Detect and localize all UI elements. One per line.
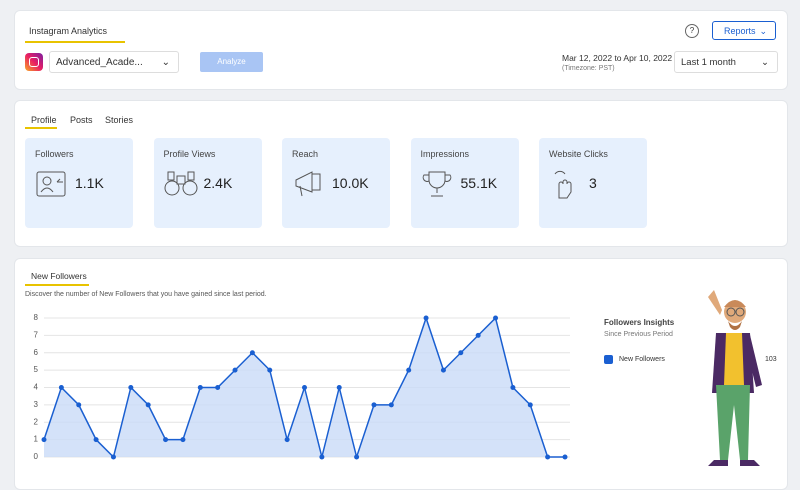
insights-subtitle: Since Previous Period — [604, 331, 673, 338]
data-point — [354, 454, 360, 460]
data-point — [423, 315, 429, 321]
metric-value: 2.4K — [203, 175, 233, 191]
metric-label: Reach — [292, 149, 319, 159]
reports-button[interactable]: Reports ⌄ — [712, 21, 776, 40]
y-tick-label: 2 — [34, 417, 39, 426]
data-point — [128, 385, 134, 390]
metric-value: 1.1K — [75, 175, 104, 191]
metric-value: 55.1K — [460, 175, 498, 191]
data-point — [110, 454, 116, 460]
character-illustration — [708, 290, 762, 466]
data-point — [180, 437, 186, 443]
data-point — [58, 385, 64, 390]
data-point — [284, 437, 290, 443]
metric-card: Followers 1.1K — [25, 138, 133, 228]
y-tick-label: 3 — [34, 400, 39, 409]
data-point — [267, 367, 273, 373]
chevron: ⌄ — [761, 57, 769, 68]
title-underline — [25, 41, 125, 43]
data-point — [336, 385, 342, 390]
help-button[interactable]: ? — [685, 24, 699, 38]
data-point — [371, 402, 377, 408]
tab-underline — [25, 127, 57, 129]
data-point — [232, 367, 238, 373]
metric-icon — [554, 170, 572, 199]
data-point — [41, 437, 47, 443]
data-point — [440, 367, 446, 373]
header-card: Instagram Analytics ? Reports ⌄ Advanced_… — [14, 10, 788, 90]
metric-label: Website Clicks — [549, 149, 608, 159]
tab[interactable]: Stories — [105, 115, 134, 125]
insights-title: Followers Insights — [604, 318, 675, 327]
metric-icon — [164, 171, 197, 196]
data-point — [388, 402, 394, 408]
metric-card: Impressions 55.1K — [410, 138, 519, 228]
tab[interactable]: Posts — [70, 115, 93, 125]
section-title: New Followers — [31, 271, 87, 281]
reports-label: Reports — [724, 26, 756, 36]
metric-card: Website Clicks 3 — [539, 138, 647, 228]
instagram-icon — [25, 53, 43, 71]
data-point — [93, 437, 99, 443]
chart: 0 1 2 3 4 5 6 7 8 — [34, 313, 570, 461]
data-point — [545, 454, 551, 460]
metric-label: Impressions — [420, 149, 470, 159]
data-point — [493, 315, 499, 321]
section-description: Discover the number of New Followers tha… — [25, 291, 267, 298]
account-name: Advanced_Acade... — [56, 57, 143, 68]
analyze-button[interactable]: Analyze — [200, 52, 263, 72]
period-label: Last 1 month — [681, 57, 736, 68]
y-tick-label: 0 — [34, 452, 39, 461]
insights-total: 103 — [765, 356, 777, 363]
data-point — [562, 454, 568, 460]
y-tick-label: 8 — [34, 313, 39, 322]
data-point — [76, 402, 82, 408]
page: Instagram Analytics ? Reports ⌄ Advanced_… — [14, 10, 788, 490]
y-tick-label: 1 — [34, 435, 39, 444]
metric-label: Profile Views — [163, 149, 216, 159]
data-point — [197, 385, 203, 390]
chevron: ⌄ — [161, 57, 170, 68]
data-point — [458, 350, 464, 356]
tab[interactable]: Profile — [31, 115, 57, 125]
metric-card: Reach 10.0K — [282, 138, 390, 228]
chevron: ⌄ — [759, 26, 767, 36]
metric-icon — [36, 171, 66, 197]
metric-value: 3 — [589, 175, 597, 191]
date-range: Mar 12, 2022 to Apr 10, 2022 — [562, 53, 673, 63]
data-point — [319, 454, 325, 460]
account-select[interactable]: Advanced_Acade... ⌄ — [49, 51, 179, 73]
page-title: Instagram Analytics — [29, 26, 108, 36]
legend-swatch — [604, 355, 613, 364]
timezone: (Timezone: PST) — [562, 65, 615, 72]
period-select[interactable]: Last 1 month ⌄ — [674, 51, 778, 73]
data-point — [475, 332, 481, 338]
title-underline — [25, 284, 89, 286]
metric-value: 10.0K — [332, 175, 369, 191]
y-tick-label: 5 — [34, 365, 39, 374]
data-point — [406, 367, 412, 373]
metric-icon — [295, 171, 321, 197]
data-point — [527, 402, 533, 408]
y-tick-label: 7 — [34, 330, 39, 339]
metric-label: Followers — [35, 149, 74, 159]
y-tick-label: 6 — [34, 348, 39, 357]
data-point — [510, 385, 516, 390]
legend-label: New Followers — [619, 356, 665, 363]
data-point — [145, 402, 151, 408]
data-point — [249, 350, 255, 356]
data-point — [215, 385, 221, 390]
y-tick-label: 4 — [34, 383, 39, 392]
metrics-card: Profile Posts Stories — [14, 100, 788, 247]
data-point — [302, 385, 307, 390]
data-point — [163, 437, 169, 443]
metric-icon — [422, 171, 451, 197]
metric-card: Profile Views 2.4K — [153, 138, 262, 228]
